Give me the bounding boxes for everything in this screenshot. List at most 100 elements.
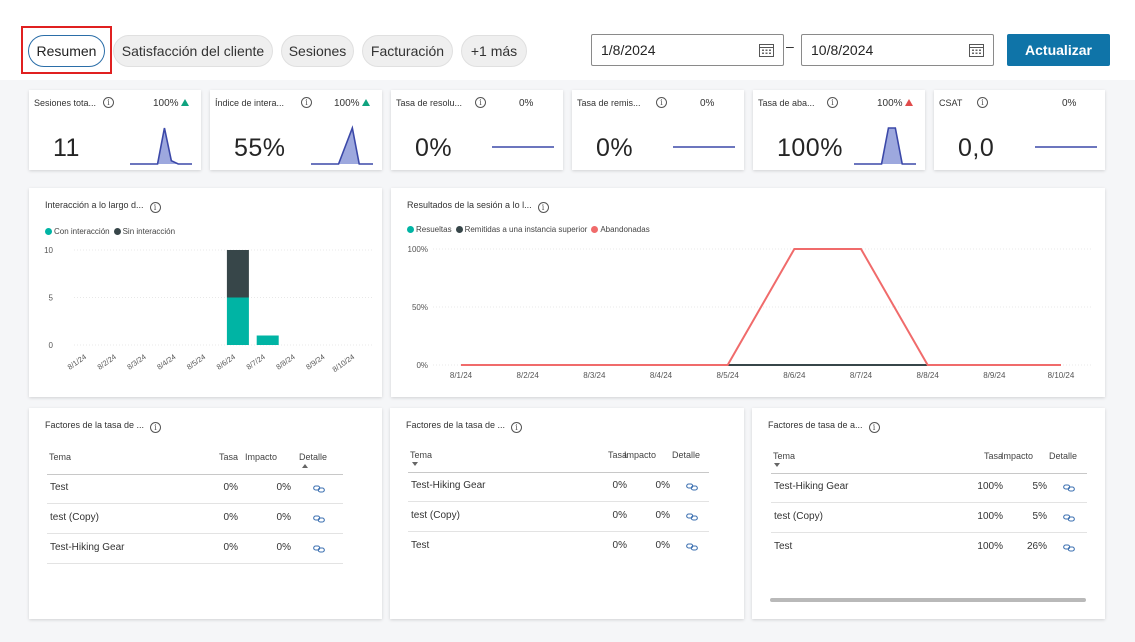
kpi-card-6[interactable]: CSAT i 0% 0,0	[934, 90, 1105, 170]
cell-topic[interactable]: Test	[50, 482, 69, 493]
kpi-value: 0%	[415, 134, 453, 162]
cell-topic[interactable]: Test	[774, 541, 793, 552]
column-header-topic[interactable]: Tema	[773, 451, 796, 461]
link-icon[interactable]	[1063, 484, 1075, 492]
legend-label: Resueltas	[416, 225, 452, 234]
column-header-rate[interactable]: Tasa	[608, 450, 628, 460]
link-icon[interactable]	[686, 483, 698, 491]
cell-topic[interactable]: Test-Hiking Gear	[50, 542, 125, 553]
outcomes-chart-title-text: Resultados de la sesión a lo l...	[407, 200, 532, 210]
legend-item-resueltas[interactable]: Resueltas	[407, 225, 452, 234]
legend-item-abandonadas[interactable]: Abandonadas	[591, 225, 650, 234]
kpi-change-value: 100%	[877, 98, 903, 109]
legend-dot	[45, 228, 52, 235]
cell-topic[interactable]: test (Copy)	[50, 512, 99, 523]
column-header-detail[interactable]: Detalle	[672, 450, 701, 460]
x-tick-label: 8/1/24	[450, 371, 473, 380]
calendar-icon[interactable]	[759, 43, 774, 57]
info-icon[interactable]: i	[511, 422, 523, 433]
sort-indicator-icon[interactable]	[412, 462, 418, 466]
info-icon[interactable]: i	[103, 97, 114, 108]
info-icon[interactable]: i	[301, 97, 312, 108]
link-icon[interactable]	[1063, 544, 1075, 552]
info-icon[interactable]: i	[977, 97, 988, 108]
link-icon[interactable]	[1063, 514, 1075, 522]
tab-resumen[interactable]: Resumen	[28, 35, 105, 67]
kpi-value: 55%	[234, 134, 286, 162]
column-header-impact[interactable]: Impacto	[245, 452, 278, 462]
kpi-card-5[interactable]: Tasa de aba... i 100% 100%	[753, 90, 925, 170]
cell-topic[interactable]: Test-Hiking Gear	[774, 481, 849, 492]
selection-highlight	[21, 26, 112, 74]
cell-rate: 0%	[223, 542, 238, 553]
x-tick-label: 8/2/24	[96, 352, 118, 371]
tab-sesiones[interactable]: Sesiones	[281, 35, 354, 67]
column-header-detail[interactable]: Detalle	[299, 452, 328, 462]
sparkline-line	[311, 125, 373, 165]
engagement-bar-chart: 0 5 10 8/1/24 8/2/24 8/3/24 8/4/24 8/5/24 8/6/24…	[44, 246, 372, 374]
horizontal-scrollbar[interactable]	[770, 598, 1086, 602]
y-tick-label: 0	[49, 341, 54, 350]
kpi-card-4[interactable]: Tasa de remis... i 0% 0%	[572, 90, 744, 170]
link-icon[interactable]	[313, 485, 325, 493]
info-icon[interactable]: i	[150, 422, 162, 433]
column-header-impact[interactable]: Impacto	[1001, 451, 1034, 461]
kpi-change-value: 100%	[334, 98, 360, 109]
info-icon[interactable]: i	[656, 97, 667, 108]
link-icon[interactable]	[313, 545, 325, 553]
update-button[interactable]: Actualizar	[1007, 34, 1110, 66]
legend-item-sin-interaccion[interactable]: Sin interacción	[113, 227, 175, 236]
kpi-label: CSAT	[939, 98, 963, 108]
tab-satisfaccion-cliente[interactable]: Satisfacción del cliente	[113, 35, 273, 67]
column-header-rate[interactable]: Tasa	[219, 452, 239, 462]
header-divider	[771, 473, 1087, 474]
sort-indicator-icon[interactable]	[302, 464, 308, 468]
kpi-card-2[interactable]: Índice de intera... i 100% 55%	[210, 90, 382, 170]
info-icon[interactable]: i	[537, 202, 549, 213]
link-icon[interactable]	[313, 515, 325, 523]
legend-item-remitidas[interactable]: Remitidas a una instancia superior	[455, 225, 588, 234]
kpi-change: 100%	[877, 98, 913, 109]
column-header-impact[interactable]: Impacto	[624, 450, 657, 460]
column-header-topic[interactable]: Tema	[49, 452, 72, 462]
tab-more[interactable]: +1 más	[461, 35, 527, 67]
kpi-card-1[interactable]: Sesiones tota... i 100% 11	[29, 90, 201, 170]
line-abandonadas[interactable]	[461, 248, 1061, 366]
sort-indicator-icon[interactable]	[774, 463, 780, 467]
info-icon[interactable]: i	[149, 202, 161, 213]
x-tick-label: 8/2/24	[517, 371, 540, 380]
cell-topic[interactable]: Test	[411, 540, 430, 551]
kpi-change: 100%	[334, 98, 370, 109]
kpi-label: Tasa de remis...	[577, 98, 641, 108]
x-tick-label: 8/9/24	[983, 371, 1006, 380]
calendar-icon[interactable]	[969, 43, 984, 57]
legend-item-con-interaccion[interactable]: Con interacción	[45, 227, 110, 236]
kpi-change: 0%	[700, 98, 714, 109]
legend-label: Remitidas a una instancia superior	[464, 225, 588, 234]
kpi-change-value: 0%	[1062, 98, 1077, 109]
cell-topic[interactable]: test (Copy)	[411, 510, 460, 521]
cell-rate: 100%	[977, 481, 1003, 492]
info-icon[interactable]: i	[868, 422, 880, 433]
info-icon[interactable]: i	[827, 97, 838, 108]
header-divider	[408, 472, 709, 473]
bar-con-interacci-n[interactable]	[256, 335, 279, 346]
end-date-input[interactable]: 10/8/2024	[801, 34, 994, 66]
bar-sin-interacci-n[interactable]	[226, 250, 249, 298]
link-icon[interactable]	[686, 543, 698, 551]
tab-facturacion[interactable]: Facturación	[362, 35, 453, 67]
column-header-rate[interactable]: Tasa	[984, 451, 1004, 461]
kpi-value: 11	[53, 134, 80, 162]
cell-topic[interactable]: Test-Hiking Gear	[411, 480, 486, 491]
engagement-chart-panel: Interacción a lo largo d... i Con interac…	[29, 188, 382, 397]
column-header-detail[interactable]: Detalle	[1049, 451, 1078, 461]
triangle-up-icon	[904, 99, 913, 106]
kpi-card-3[interactable]: Tasa de resolu... i 0% 0%	[391, 90, 563, 170]
y-tick-label: 50%	[412, 303, 428, 312]
cell-topic[interactable]: test (Copy)	[774, 511, 823, 522]
start-date-input[interactable]: 1/8/2024	[591, 34, 784, 66]
bar-con-interacci-n[interactable]	[226, 297, 249, 346]
info-icon[interactable]: i	[475, 97, 486, 108]
link-icon[interactable]	[686, 513, 698, 521]
column-header-topic[interactable]: Tema	[410, 450, 433, 460]
